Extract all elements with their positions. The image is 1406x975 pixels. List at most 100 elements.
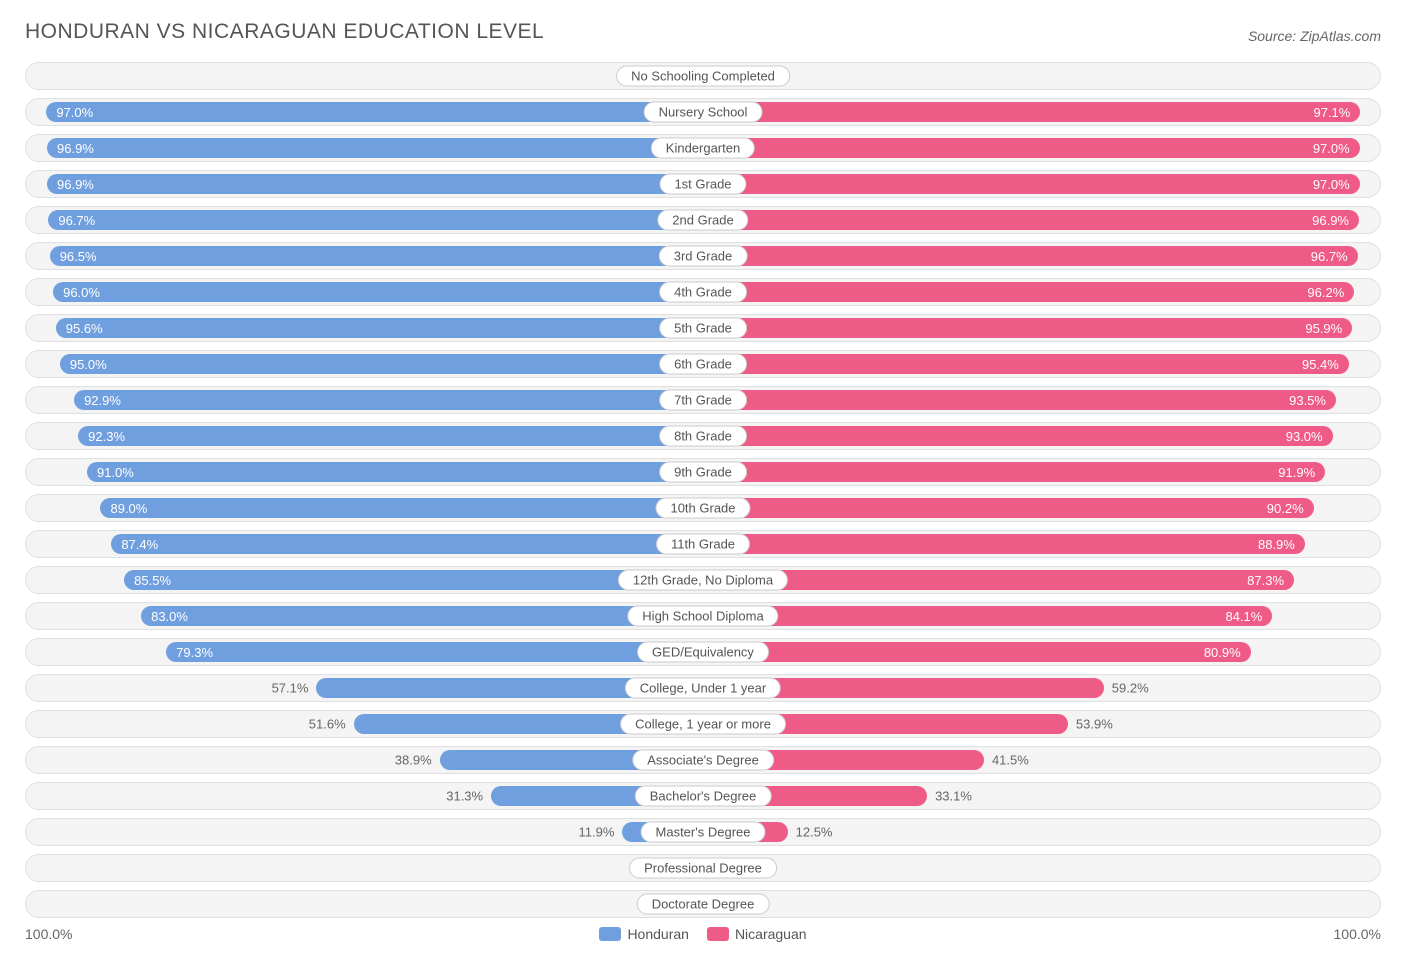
bar-right-value: 96.2% — [1307, 285, 1344, 300]
bar-left: 79.3% — [166, 642, 703, 662]
category-label: 12th Grade, No Diploma — [618, 570, 788, 591]
category-label: 10th Grade — [655, 498, 750, 519]
bar-right: 91.9% — [703, 462, 1325, 482]
chart-row: 96.0%96.2%4th Grade — [25, 278, 1381, 306]
bar-right-value: 90.2% — [1267, 501, 1304, 516]
bar-right: 93.5% — [703, 390, 1336, 410]
chart-row: 3.1%2.9%No Schooling Completed — [25, 62, 1381, 90]
bar-left-value: 79.3% — [176, 645, 213, 660]
bar-left: 95.6% — [56, 318, 703, 338]
bar-right-value: 97.0% — [1313, 141, 1350, 156]
bar-right-value: 96.7% — [1311, 249, 1348, 264]
bar-right: 88.9% — [703, 534, 1305, 554]
axis-right-max: 100.0% — [1334, 926, 1381, 942]
bar-left: 96.7% — [48, 210, 703, 230]
legend: Honduran Nicaraguan — [599, 926, 806, 942]
bar-left-value: 38.9% — [395, 753, 432, 768]
chart-row: 51.6%53.9%College, 1 year or more — [25, 710, 1381, 738]
bar-right-value: 91.9% — [1278, 465, 1315, 480]
bar-left-value: 83.0% — [151, 609, 188, 624]
bar-left-value: 87.4% — [121, 537, 158, 552]
source-name: ZipAtlas.com — [1300, 28, 1381, 44]
chart-row: 96.9% 97.0% Kindergarten — [25, 134, 1381, 162]
bar-left: 97.0% — [46, 102, 703, 122]
bar-right-value: 41.5% — [992, 753, 1029, 768]
chart-row: 89.0%90.2%10th Grade — [25, 494, 1381, 522]
category-label: Bachelor's Degree — [635, 786, 772, 807]
bar-right-value: 95.4% — [1302, 357, 1339, 372]
category-label: 9th Grade — [659, 462, 747, 483]
bar-right-value: 97.0% — [1313, 177, 1350, 192]
bar-right: 95.4% — [703, 354, 1349, 374]
chart-row: 3.5%3.9%Professional Degree — [25, 854, 1381, 882]
bar-right: 96.9% — [703, 210, 1359, 230]
chart-row: 95.0% 95.4% 6th Grade — [25, 350, 1381, 378]
bar-left: 87.4% — [111, 534, 703, 554]
category-label: 6th Grade — [659, 354, 747, 375]
chart-row: 95.6% 95.9%5th Grade — [25, 314, 1381, 342]
bar-left-value: 91.0% — [97, 465, 134, 480]
axis-left-max: 100.0% — [25, 926, 72, 942]
chart-row: 96.9%97.0%1st Grade — [25, 170, 1381, 198]
bar-left-value: 11.9% — [579, 825, 615, 840]
chart-row: 38.9%41.5%Associate's Degree — [25, 746, 1381, 774]
legend-label-left: Honduran — [627, 926, 689, 942]
category-label: 11th Grade — [656, 534, 750, 555]
category-label: No Schooling Completed — [616, 66, 790, 87]
bar-right-value: 87.3% — [1247, 573, 1284, 588]
bar-left-value: 85.5% — [134, 573, 171, 588]
category-label: College, Under 1 year — [625, 678, 781, 699]
bar-left-value: 95.6% — [66, 321, 103, 336]
category-label: Master's Degree — [641, 822, 766, 843]
bar-right-value: 97.1% — [1313, 105, 1350, 120]
source-attribution: Source: ZipAtlas.com — [1248, 28, 1381, 44]
bar-left-value: 96.7% — [58, 213, 95, 228]
bar-right: 90.2% — [703, 498, 1314, 518]
chart-row: 96.5%96.7%3rd Grade — [25, 242, 1381, 270]
bar-left: 96.0% — [53, 282, 703, 302]
bar-right-value: 53.9% — [1076, 717, 1113, 732]
bar-left: 92.9% — [74, 390, 703, 410]
bar-left-value: 31.3% — [446, 789, 483, 804]
bar-left-value: 57.1% — [272, 681, 309, 696]
bar-right-value: 33.1% — [935, 789, 972, 804]
bar-right: 93.0% — [703, 426, 1333, 446]
category-label: High School Diploma — [627, 606, 778, 627]
bar-right: 80.9% — [703, 642, 1251, 662]
bar-left-value: 51.6% — [309, 717, 346, 732]
bar-left-value: 96.9% — [57, 141, 94, 156]
bar-left: 96.5% — [50, 246, 703, 266]
chart-row: 57.1% 59.2% College, Under 1 year — [25, 674, 1381, 702]
bar-right-value: 12.5% — [796, 825, 833, 840]
category-label: Kindergarten — [651, 138, 755, 159]
chart-row: 92.9% 93.5% 7th Grade — [25, 386, 1381, 414]
bar-left: 83.0% — [141, 606, 703, 626]
chart-row: 31.3% 33.1% Bachelor's Degree — [25, 782, 1381, 810]
chart-title: HONDURAN VS NICARAGUAN EDUCATION LEVEL — [25, 20, 544, 44]
chart-row: 97.0% 97.1% Nursery School — [25, 98, 1381, 126]
legend-label-right: Nicaraguan — [735, 926, 807, 942]
bar-left: 85.5% — [124, 570, 703, 590]
chart-row: 83.0%84.1%High School Diploma — [25, 602, 1381, 630]
bar-right-value: 93.5% — [1289, 393, 1326, 408]
bar-left: 92.3% — [78, 426, 703, 446]
bar-left: 96.9% — [47, 174, 703, 194]
bar-right: 96.2% — [703, 282, 1354, 302]
bar-right: 97.0% — [703, 174, 1360, 194]
legend-swatch-left — [599, 927, 621, 941]
chart-row: 96.7%96.9%2nd Grade — [25, 206, 1381, 234]
bar-left-value: 96.5% — [60, 249, 97, 264]
category-label: Nursery School — [644, 102, 763, 123]
category-label: 7th Grade — [659, 390, 747, 411]
category-label: Professional Degree — [629, 858, 777, 879]
bar-right: 87.3% — [703, 570, 1294, 590]
bar-left: 95.0% — [60, 354, 703, 374]
category-label: 5th Grade — [659, 318, 747, 339]
category-label: GED/Equivalency — [637, 642, 769, 663]
bar-right-value: 59.2% — [1112, 681, 1149, 696]
bar-right: 95.9% — [703, 318, 1352, 338]
chart-header: HONDURAN VS NICARAGUAN EDUCATION LEVEL S… — [25, 20, 1381, 44]
legend-item-left: Honduran — [599, 926, 689, 942]
bar-left-value: 97.0% — [56, 105, 93, 120]
chart-rows: 3.1%2.9%No Schooling Completed 97.0% 97.1%… — [25, 62, 1381, 918]
